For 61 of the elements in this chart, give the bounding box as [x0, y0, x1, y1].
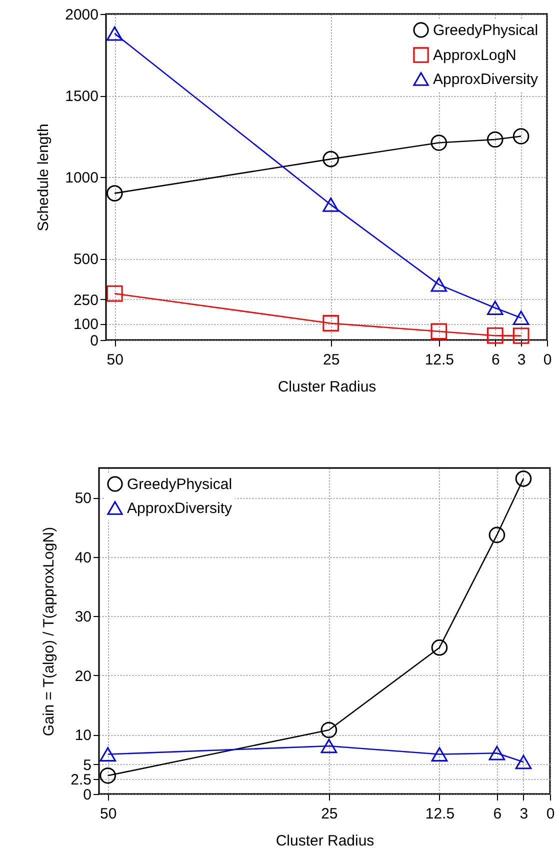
point: [100, 747, 116, 762]
x-axis-title: Cluster Radius: [276, 832, 374, 850]
legend-label: ApproxDiversity: [433, 71, 539, 88]
y-tick-label: 1000: [65, 170, 98, 186]
y-tick-label: 100: [73, 316, 98, 334]
x-tick-label: 12.5: [425, 806, 455, 822]
point: [512, 128, 530, 144]
point: [430, 134, 448, 151]
y-tick-label: 1500: [65, 88, 98, 105]
x-tick-label: 12.5: [424, 352, 454, 368]
point: [106, 285, 123, 302]
point: [320, 722, 338, 738]
y-tick-label: 5: [83, 756, 92, 774]
y-tick-label: 250: [73, 292, 98, 309]
point: [100, 767, 116, 784]
x-tick-label: 3: [520, 806, 528, 822]
y-axis-title: Gain = T(algo) / T(approxLogN): [40, 526, 58, 736]
point: [430, 277, 448, 292]
point: [515, 470, 532, 487]
point: [512, 310, 530, 326]
y-tick-label: 2.5: [70, 772, 92, 789]
x-tick-label: 25: [321, 806, 338, 822]
point: [106, 26, 123, 41]
x-tick-label: 0: [543, 352, 552, 368]
y-tick-label: 40: [74, 549, 92, 566]
point: [486, 327, 504, 344]
point: [106, 185, 123, 202]
point: [431, 639, 448, 656]
y-tick-label: 0: [90, 332, 98, 350]
y-tick-label: 50: [74, 490, 92, 508]
legend-label: ApproxDiversity: [127, 500, 233, 517]
point: [322, 315, 339, 332]
point: [431, 747, 448, 762]
point: [488, 526, 506, 544]
y-tick-label: 30: [74, 608, 92, 626]
y-tick-label: 2000: [65, 6, 98, 24]
point: [486, 131, 504, 148]
x-axis-title: Cluster Radius: [278, 378, 376, 396]
point: [488, 746, 506, 760]
x-tick-label: 6: [491, 352, 500, 368]
point: [322, 150, 339, 168]
x-tick-label: 25: [322, 352, 340, 368]
point: [486, 300, 504, 316]
point: [320, 738, 338, 754]
y-tick-label: 20: [74, 668, 92, 685]
legend-label: ApproxLogN: [433, 47, 516, 64]
x-tick-label: 0: [546, 806, 555, 822]
point: [322, 198, 339, 212]
legend-label: GreedyPhysical: [127, 476, 232, 493]
x-tick-label: 50: [100, 806, 117, 822]
y-tick-label: 0: [83, 786, 92, 804]
y-tick-label: 500: [73, 251, 98, 268]
y-tick-label: 10: [74, 727, 92, 744]
point: [430, 323, 448, 340]
x-tick-label: 50: [106, 352, 124, 368]
x-tick-label: 6: [493, 806, 502, 822]
y-axis-title: Schedule length: [35, 124, 52, 232]
point: [515, 754, 532, 770]
legend-label: GreedyPhysical: [433, 22, 538, 39]
x-tick-label: 3: [517, 352, 526, 368]
point: [512, 328, 530, 344]
